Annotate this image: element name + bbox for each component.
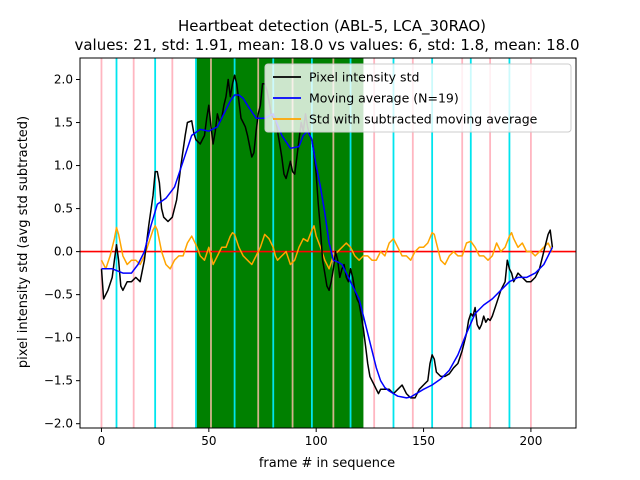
legend-label: Std with subtracted moving average <box>309 112 538 127</box>
y-tick-label: 1.0 <box>54 159 73 173</box>
legend-label: Pixel intensity std <box>309 70 419 85</box>
y-tick-label: −1.0 <box>44 331 73 345</box>
y-axis-label: pixel intensity std (avg std subtracted) <box>16 116 31 368</box>
legend: Pixel intensity std Moving average (N=19)… <box>264 63 572 133</box>
y-tick-label: 0.5 <box>54 202 73 216</box>
legend-label: Moving average (N=19) <box>309 91 459 106</box>
y-tick-label: 1.5 <box>54 116 73 130</box>
chart-title: Heartbeat detection (ABL-5, LCA_30RAO) <box>178 17 486 36</box>
chart-subtitle: values: 21, std: 1.91, mean: 18.0 vs val… <box>74 36 579 54</box>
x-tick-label: 0 <box>98 434 106 448</box>
x-tick-label: 100 <box>305 434 328 448</box>
legend-box <box>264 63 572 133</box>
axes-frame <box>79 57 577 429</box>
series-line <box>101 94 554 399</box>
x-tick-label: 200 <box>519 434 542 448</box>
y-tick-label: −2.0 <box>44 417 73 431</box>
y-tick-label: −0.5 <box>44 288 73 302</box>
y-tick-label: 0.0 <box>54 245 73 259</box>
plot-area: 0 50 100 150 200 −2.0 −1.5 −1.0 −0.5 0.0 0.5 1.0 1.5… <box>44 57 577 448</box>
y-tick-label: −1.5 <box>44 374 73 388</box>
x-tick-label: 150 <box>412 434 435 448</box>
x-axis-label: frame # in sequence <box>259 456 395 471</box>
series-line <box>100 225 554 270</box>
x-tick-label: 50 <box>201 434 216 448</box>
y-tick-label: 2.0 <box>54 73 73 87</box>
series-line <box>100 74 554 399</box>
